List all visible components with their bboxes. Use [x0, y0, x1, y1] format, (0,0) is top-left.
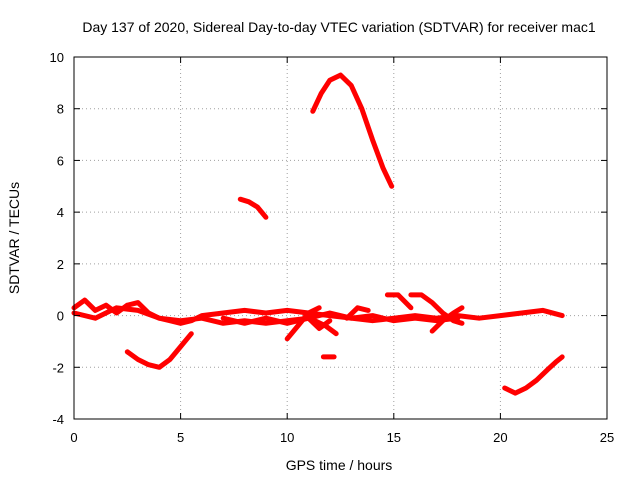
series-line-arc-hump-15 [384, 292, 414, 311]
x-tick-label: 5 [177, 430, 184, 445]
series-line-arc-minus-2 [124, 331, 194, 370]
grid-lines [74, 57, 607, 419]
y-tick-label: 0 [57, 309, 64, 324]
series-line-arc-dip-10 [284, 305, 322, 342]
y-tick-label: -4 [52, 412, 64, 427]
series-line-arc-4 [237, 196, 269, 220]
y-tick-label: 10 [50, 50, 64, 65]
axis-ticks: 0 5 10 15 20 25 -4 -2 0 2 4 6 8 10 [50, 50, 615, 445]
x-axis-label: GPS time / hours [286, 457, 393, 473]
x-tick-label: 0 [70, 430, 77, 445]
y-axis-label: SDTVAR / TECUs [6, 182, 22, 294]
x-tick-label: 10 [280, 430, 294, 445]
y-tick-label: 4 [57, 205, 64, 220]
series-line-arc-dip-11 [301, 310, 339, 337]
x-tick-label: 20 [493, 430, 507, 445]
y-tick-label: 2 [57, 257, 64, 272]
series-line-arc-near-zero-c [220, 315, 333, 331]
chart-title: Day 137 of 2020, Sidereal Day-to-day VTE… [82, 19, 595, 35]
x-tick-label: 25 [600, 430, 614, 445]
data-series [71, 72, 565, 396]
series-line-arc-hump-16 [408, 292, 465, 326]
x-tick-label: 15 [387, 430, 401, 445]
series-line-arc-hump-13 [344, 305, 371, 321]
series-line-arc-9 [310, 72, 395, 189]
y-tick-label: 8 [57, 102, 64, 117]
y-tick-label: 6 [57, 153, 64, 168]
y-tick-label: -2 [52, 360, 64, 375]
plot-frame [73, 56, 608, 420]
series-line-arc-near-zero-b [71, 305, 461, 326]
series-line-arc-minus-3 [502, 354, 565, 396]
series-line-arc-dip-17 [429, 305, 465, 334]
